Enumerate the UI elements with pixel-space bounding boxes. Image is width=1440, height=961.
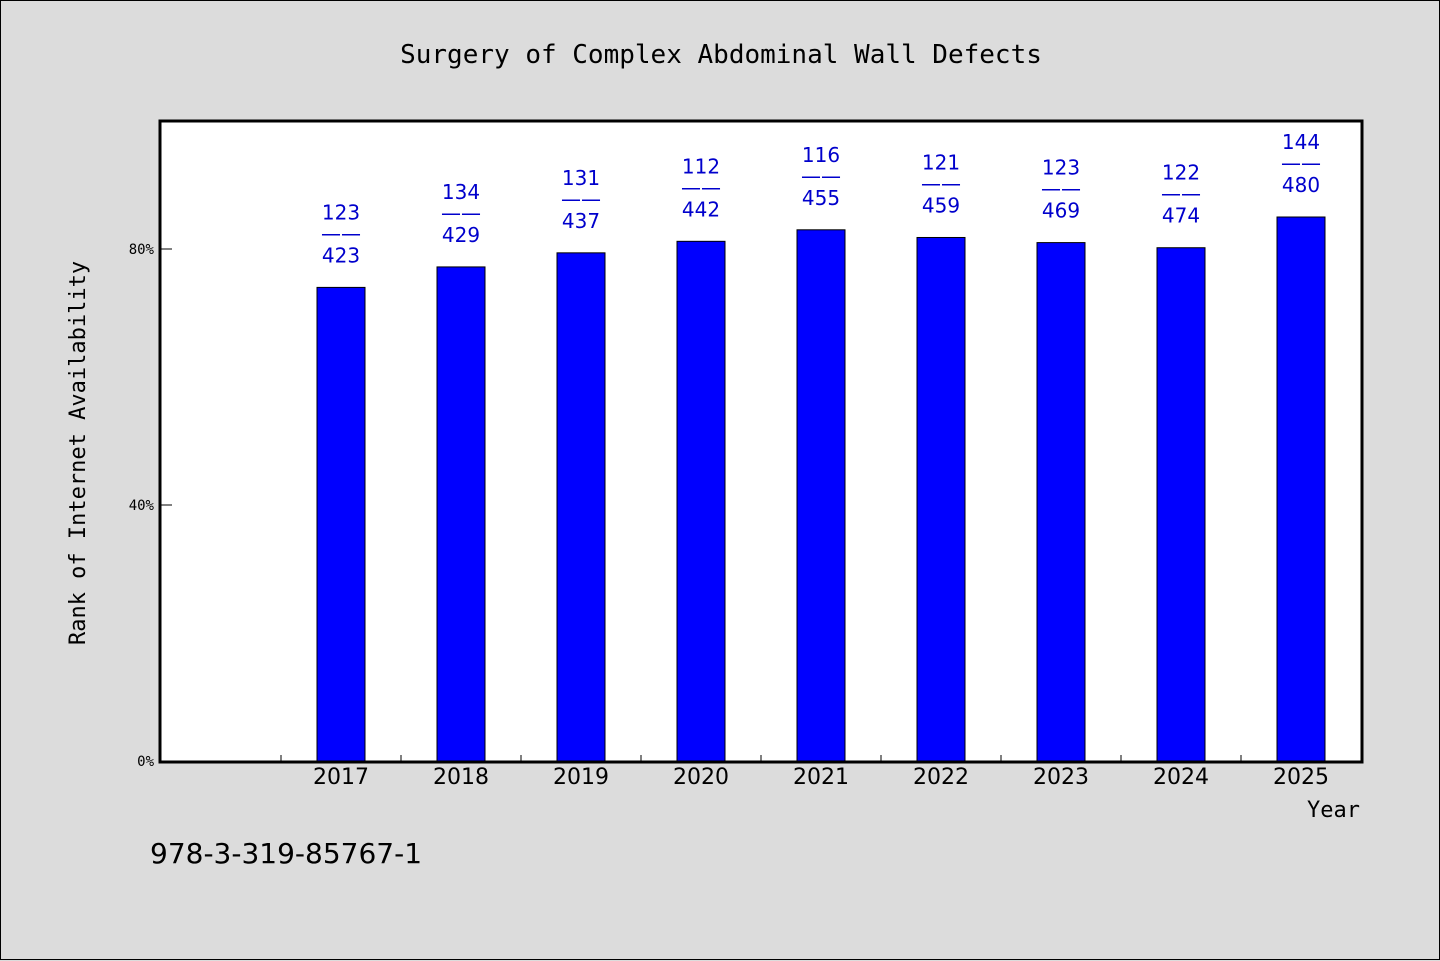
bar-label-separator: —— [321,221,361,245]
bar-label-top: 144 [1282,130,1320,154]
x-tick-label: 2022 [913,765,969,790]
bar-label-separator: —— [801,164,841,188]
bar-label-top: 122 [1162,161,1200,185]
bar-label-bottom: 459 [922,193,960,217]
x-axis: 2017 2018 2019 2020 2021 2022 2023 2024 2025 [280,755,1362,790]
x-tick-label: 2018 [433,765,489,790]
bar-2024 [1156,247,1206,762]
bar-label-separator: —— [681,175,721,199]
bar-label-bottom: 437 [562,209,600,233]
bar-label-bottom: 442 [682,197,720,221]
x-tick-label: 2024 [1153,765,1209,790]
chart-title: Surgery of Complex Abdominal Wall Defect… [400,40,1042,70]
bar-2018 [436,266,486,762]
bar-label-separator: —— [921,171,961,195]
bar-label-separator: —— [441,201,481,225]
y-tick-label: 40% [129,498,155,514]
bar-2022 [916,236,966,762]
bar-2025 [1276,216,1326,762]
bar-label-top: 112 [682,154,720,178]
bar-label-top: 131 [562,166,600,190]
y-axis-label: Rank of Internet Availability [66,261,91,645]
x-axis-label: Year [1307,798,1360,823]
x-tick-label: 2020 [673,765,729,790]
bar-label-separator: —— [1281,151,1321,175]
x-tick-label: 2025 [1273,765,1329,790]
bar-label-bottom: 429 [442,223,480,247]
bar-2023 [1036,242,1086,762]
bar-label-top: 116 [802,143,840,167]
x-tick-label: 2021 [793,765,849,790]
y-axis: 0% 40% 80% [129,242,172,770]
bar-label-bottom: 455 [802,186,840,210]
bar-label-separator: —— [561,187,601,211]
bar-label-bottom: 474 [1162,204,1200,228]
bar-2017 [316,286,366,762]
bar-label-top: 121 [922,150,960,174]
isbn-text: 978-3-319-85767-1 [150,837,423,870]
bar-2021 [796,229,846,762]
bar-label-bottom: 469 [1042,199,1080,223]
bar-labels-group: 123——423134——429131——437112——442116——455… [321,130,1321,267]
bar-label-top: 123 [1042,156,1080,180]
bar-2020 [676,240,726,762]
x-tick-label: 2023 [1033,765,1089,790]
bar-label-separator: —— [1041,177,1081,201]
y-tick-label: 80% [129,242,155,258]
bars-group [316,216,1326,762]
x-tick-label: 2019 [553,765,609,790]
bar-label-bottom: 423 [322,243,360,267]
bar-label-top: 123 [322,200,360,224]
bar-label-separator: —— [1161,182,1201,206]
y-tick-label: 0% [137,754,154,770]
x-tick-label: 2017 [313,765,369,790]
bar-2019 [556,252,606,762]
bar-label-bottom: 480 [1282,173,1320,197]
bar-label-top: 134 [442,180,480,204]
